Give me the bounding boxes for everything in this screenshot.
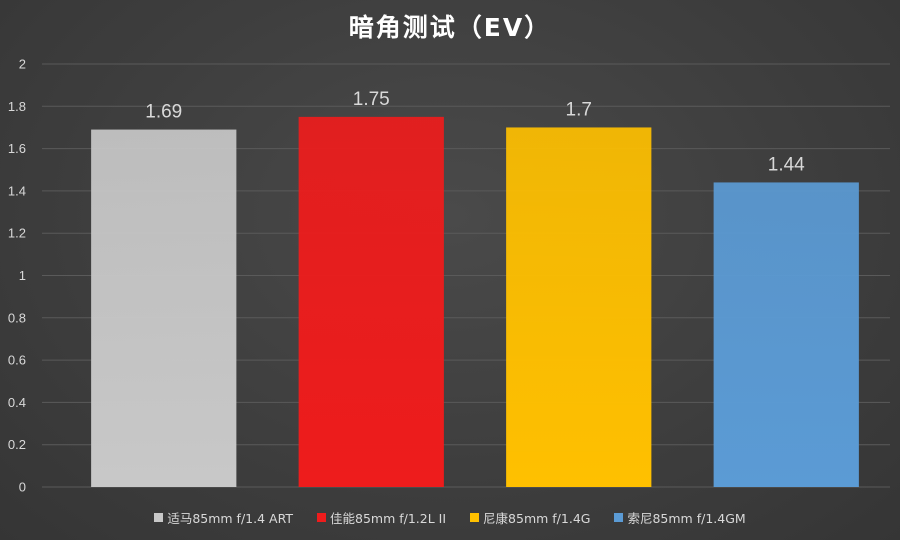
- legend-item: 尼康85mm f/1.4G: [470, 508, 590, 527]
- legend-swatch: [614, 513, 624, 522]
- y-tick-label: 1.8: [8, 99, 26, 114]
- data-label: 1.7: [566, 99, 592, 120]
- legend-label: 尼康85mm f/1.4G: [483, 511, 591, 526]
- y-tick-label: 1.6: [8, 141, 26, 156]
- legend-item: 适马85mm f/1.4 ART: [154, 508, 293, 527]
- bar: [506, 127, 652, 487]
- y-tick-label: 1.2: [8, 226, 26, 241]
- legend-label: 适马85mm f/1.4 ART: [167, 511, 293, 526]
- bars: [91, 116, 859, 487]
- legend-swatch: [317, 513, 326, 522]
- legend-swatch: [470, 513, 480, 522]
- bar: [713, 182, 859, 487]
- data-label: 1.44: [768, 154, 805, 175]
- data-label: 1.75: [353, 89, 390, 110]
- y-tick-label: 0.4: [8, 395, 26, 410]
- data-label: 1.69: [145, 102, 182, 123]
- bar: [91, 129, 237, 487]
- y-tick-label: 0.8: [8, 310, 26, 325]
- y-tick-label: 0: [19, 480, 26, 495]
- y-tick-label: 1.4: [8, 183, 26, 198]
- bar: [298, 116, 444, 487]
- chart-title: 暗角测试（EV）: [348, 13, 552, 42]
- legend-swatch: [154, 513, 164, 522]
- legend: 适马85mm f/1.4 ART 佳能85mm f/1.2L II 尼康85mm f…: [0, 508, 900, 527]
- legend-label: 索尼85mm f/1.4GM: [627, 511, 746, 526]
- y-axis-ticks: 0 0.2 0.4 0.6 0.8 1 1.2 1.4 1.6 1.8 2: [8, 57, 26, 495]
- legend-item: 佳能85mm f/1.2L II: [317, 508, 446, 527]
- y-tick-label: 2: [19, 57, 26, 72]
- y-tick-label: 0.6: [8, 353, 26, 368]
- y-tick-label: 1: [19, 268, 26, 283]
- legend-item: 索尼85mm f/1.4GM: [614, 508, 746, 527]
- legend-label: 佳能85mm f/1.2L II: [330, 511, 447, 526]
- y-tick-label: 0.2: [8, 437, 26, 452]
- data-labels: 1.69 1.75 1.7 1.44: [145, 89, 805, 176]
